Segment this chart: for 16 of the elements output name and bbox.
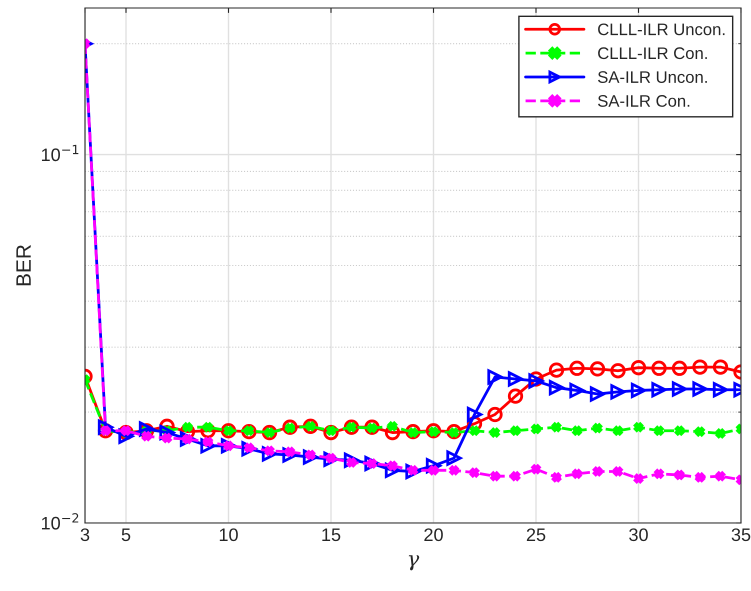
y-tick-label: 10$^{−1}$ [42, 144, 78, 162]
y-axis-title: BER [16, 245, 31, 286]
x-tick-label: 35 [732, 528, 750, 542]
x-axis-title: γ [408, 555, 420, 570]
y-tick-label: 10$^{−2}$ [42, 513, 78, 530]
legend-label: CLLL-ILR Uncon. [598, 23, 724, 36]
legend-label: SA-ILR Con. [598, 95, 690, 107]
x-tick-label: 10 [220, 528, 238, 542]
legend-label: SA-ILR Uncon. [598, 71, 707, 83]
x-tick-label: 25 [526, 528, 546, 542]
x-tick-label: 3 [80, 528, 90, 542]
x-tick-label: 20 [424, 528, 443, 542]
x-tick-label: 30 [629, 528, 648, 542]
legend-label: CLLL-ILR Con. [598, 47, 707, 60]
x-tick-label: 15 [322, 528, 340, 542]
x-tick-label: 5 [122, 528, 130, 542]
